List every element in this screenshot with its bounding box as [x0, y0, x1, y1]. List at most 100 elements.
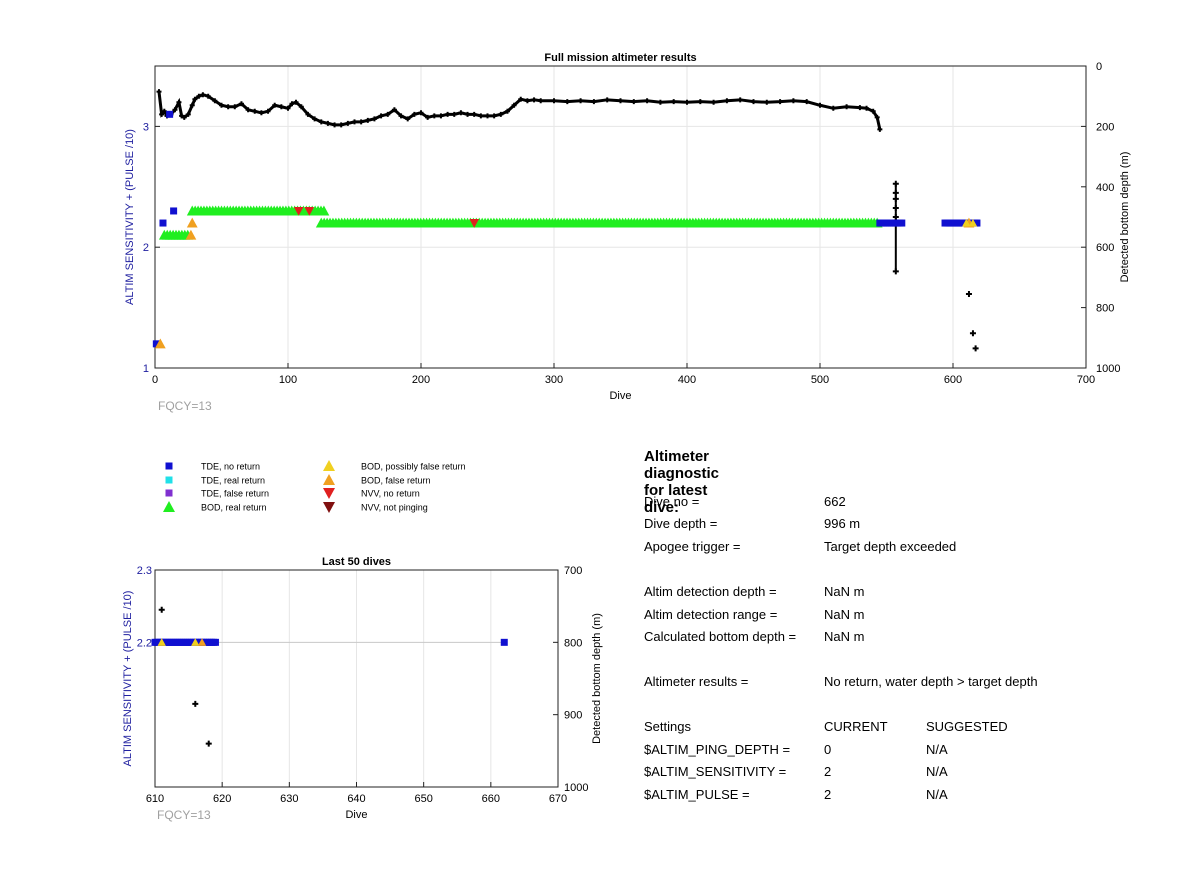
- nvv-no-return-marker: [293, 206, 304, 216]
- bottom-depth-marker: [458, 110, 464, 116]
- main-x-tick-label: 300: [545, 374, 563, 386]
- bottom-depth-marker: [445, 111, 451, 117]
- apogee-value: Target depth exceeded: [824, 539, 957, 554]
- main-y2-tick-label: 200: [1096, 121, 1114, 133]
- last50-y2-tick-label: 1000: [564, 782, 588, 794]
- dive-no-label: Dive no =: [644, 494, 700, 509]
- bottom-depth-marker: [511, 102, 517, 108]
- pulse-suggested: N/A: [926, 787, 948, 802]
- bottom-depth-marker: [318, 119, 324, 125]
- legend-marker: [165, 489, 173, 497]
- bottom-depth-marker: [877, 126, 883, 132]
- bottom-depth-marker: [293, 99, 299, 105]
- main-y2-tick-label: 0: [1096, 61, 1102, 73]
- bottom-depth-marker: [285, 105, 291, 111]
- detection-depth-row: Altim detection depth = NaN m: [644, 584, 1164, 602]
- bottom-depth-marker: [465, 111, 471, 117]
- suggested-header: SUGGESTED: [926, 719, 1008, 734]
- bod-real-return-marker: [318, 205, 330, 216]
- bottom-depth-marker: [657, 99, 663, 105]
- bottom-depth-marker: [697, 99, 703, 105]
- bottom-depth-marker: [425, 114, 431, 120]
- tde-no-return-marker: [152, 340, 160, 348]
- bottom-depth-marker: [172, 107, 178, 113]
- last50-chart-title: Last 50 dives: [322, 556, 391, 568]
- bottom-depth-marker: [551, 98, 557, 104]
- bottom-depth-marker: [892, 195, 899, 202]
- legend-label: BOD, real return: [201, 503, 267, 513]
- main-x-tick-label: 700: [1077, 374, 1095, 386]
- bottom-depth-marker: [385, 111, 391, 117]
- main-x-tick-label: 400: [678, 374, 696, 386]
- bottom-depth-marker: [969, 330, 976, 337]
- main-fqcy-annotation: FQCY=13: [158, 399, 212, 413]
- detection-depth-value: NaN m: [824, 584, 865, 599]
- nvv-no-return-marker: [304, 206, 315, 216]
- bottom-depth-marker: [671, 99, 677, 105]
- bottom-depth-marker: [874, 114, 880, 120]
- bottom-depth-marker: [192, 700, 199, 707]
- legend-label: BOD, false return: [361, 476, 431, 486]
- bottom-depth-marker: [325, 120, 331, 126]
- bottom-depth-marker: [504, 108, 510, 114]
- bottom-depth-marker: [405, 116, 411, 122]
- bottom-depth-marker: [332, 122, 338, 128]
- bottom-depth-trace: [157, 91, 882, 130]
- bod-false-return-marker: [185, 229, 197, 240]
- tde-no-return-marker: [170, 207, 178, 215]
- bottom-depth-marker: [232, 104, 238, 110]
- bottom-depth-marker: [724, 98, 730, 104]
- bod-possibly-false-marker: [962, 218, 971, 227]
- bottom-depth-marker: [196, 93, 202, 99]
- bottom-depth-marker: [684, 99, 690, 105]
- ping-depth-row: $ALTIM_PING_DEPTH = 0 N/A: [644, 742, 1164, 760]
- last50-y2-tick-label: 700: [564, 565, 582, 577]
- bottom-depth-marker: [892, 189, 899, 196]
- legend-marker: [323, 488, 335, 499]
- bottom-depth-marker: [312, 116, 318, 122]
- bottom-depth-marker: [737, 97, 743, 103]
- last50-fqcy-annotation: FQCY=13: [157, 808, 211, 822]
- bottom-depth-marker: [491, 113, 497, 119]
- bod-possibly-false-marker: [157, 638, 166, 646]
- bottom-depth-marker: [485, 113, 490, 119]
- bottom-depth-marker: [631, 99, 637, 105]
- main-x-tick-label: 100: [279, 374, 297, 386]
- bottom-depth-marker: [764, 99, 770, 105]
- apogee-row: Apogee trigger = Target depth exceeded: [644, 539, 1164, 557]
- last50-x-axis-label: Dive: [345, 809, 367, 821]
- bottom-depth-marker: [352, 119, 357, 125]
- sensitivity-row: $ALTIM_SENSITIVITY = 2 N/A: [644, 764, 1164, 782]
- apogee-label: Apogee trigger =: [644, 539, 741, 554]
- detection-range-label: Altim detection range =: [644, 607, 778, 622]
- bod-false-return-marker: [154, 338, 166, 349]
- tde-no-return-marker: [159, 219, 167, 227]
- legend-marker: [323, 460, 335, 471]
- main-x-tick-label: 500: [811, 374, 829, 386]
- bottom-depth-marker: [158, 606, 165, 613]
- bottom-depth-marker: [892, 204, 899, 211]
- last50-x-tick-label: 650: [414, 793, 432, 805]
- legend-label: NVV, no return: [361, 489, 420, 499]
- bottom-depth-marker: [338, 122, 344, 128]
- bottom-depth-marker: [604, 97, 610, 103]
- pulse-row: $ALTIM_PULSE = 2 N/A: [644, 787, 1164, 805]
- main-x-tick-label: 200: [412, 374, 430, 386]
- bottom-depth-marker: [478, 113, 484, 119]
- bottom-depth-marker: [258, 110, 264, 116]
- last50-y-tick-label: 2.2: [137, 637, 152, 649]
- bottom-depth-marker: [591, 99, 597, 105]
- bottom-depth-marker: [159, 111, 165, 117]
- bottom-depth-marker: [391, 107, 397, 113]
- legend-marker: [165, 462, 173, 470]
- bottom-depth-marker: [345, 120, 351, 126]
- tde-no-return-marker: [166, 110, 174, 118]
- bottom-depth-marker: [398, 113, 404, 119]
- bottom-depth-marker: [225, 104, 231, 110]
- bottom-depth-marker: [892, 268, 899, 275]
- last50-x-tick-label: 640: [347, 793, 365, 805]
- main-x-axis-label: Dive: [609, 390, 631, 402]
- bottom-depth-marker: [176, 99, 182, 105]
- detection-range-value: NaN m: [824, 607, 865, 622]
- main-y2-tick-label: 800: [1096, 303, 1114, 315]
